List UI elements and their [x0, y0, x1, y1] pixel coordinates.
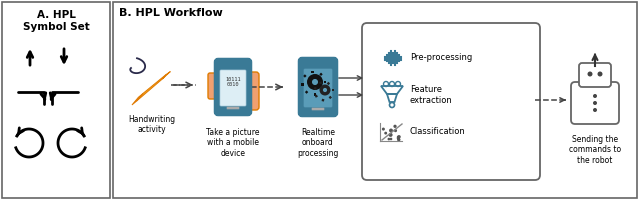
Bar — [314, 87, 317, 90]
Circle shape — [389, 129, 393, 132]
Bar — [324, 81, 326, 83]
Bar — [321, 99, 324, 102]
Circle shape — [397, 135, 400, 139]
Circle shape — [312, 79, 318, 85]
Text: Classification: Classification — [410, 128, 466, 136]
Polygon shape — [132, 93, 143, 105]
Circle shape — [384, 132, 387, 135]
Polygon shape — [136, 74, 166, 101]
Bar — [303, 74, 307, 78]
FancyBboxPatch shape — [220, 70, 246, 106]
Circle shape — [390, 138, 392, 140]
Circle shape — [323, 88, 327, 92]
Circle shape — [397, 138, 401, 141]
FancyBboxPatch shape — [571, 82, 619, 124]
Text: Feature
extraction: Feature extraction — [410, 85, 452, 105]
Circle shape — [397, 135, 401, 138]
FancyBboxPatch shape — [2, 2, 110, 198]
Text: Handwriting
activity: Handwriting activity — [129, 115, 175, 134]
Circle shape — [397, 137, 400, 140]
Text: Take a picture
with a mobile
device: Take a picture with a mobile device — [206, 128, 260, 158]
Circle shape — [598, 72, 602, 76]
Bar — [327, 82, 330, 85]
Polygon shape — [163, 72, 170, 79]
Bar — [328, 96, 332, 99]
Text: B. HPL Workflow: B. HPL Workflow — [119, 8, 223, 18]
FancyBboxPatch shape — [243, 72, 259, 110]
Bar — [314, 93, 316, 96]
Text: A. HPL
Symbol Set: A. HPL Symbol Set — [22, 10, 90, 32]
FancyBboxPatch shape — [312, 108, 324, 110]
Circle shape — [394, 129, 397, 132]
Circle shape — [593, 94, 597, 98]
Circle shape — [388, 133, 392, 137]
Text: Sending the
commands to
the robot: Sending the commands to the robot — [569, 135, 621, 165]
Text: Realtime
onboard
processing: Realtime onboard processing — [298, 128, 339, 158]
FancyBboxPatch shape — [215, 59, 251, 115]
FancyBboxPatch shape — [227, 64, 239, 68]
FancyBboxPatch shape — [362, 23, 540, 180]
FancyBboxPatch shape — [312, 64, 323, 68]
Circle shape — [387, 138, 390, 140]
Bar — [305, 90, 308, 94]
Text: Pre-processing: Pre-processing — [410, 53, 472, 62]
Circle shape — [307, 74, 323, 90]
Circle shape — [319, 84, 330, 96]
Text: 10111
0010: 10111 0010 — [225, 77, 241, 87]
Bar — [315, 95, 318, 98]
FancyBboxPatch shape — [208, 73, 220, 99]
FancyBboxPatch shape — [299, 58, 337, 116]
Bar — [332, 89, 334, 91]
FancyBboxPatch shape — [579, 63, 611, 87]
Bar — [312, 71, 314, 73]
Circle shape — [588, 72, 593, 76]
Bar — [319, 73, 323, 76]
Circle shape — [593, 101, 597, 105]
FancyBboxPatch shape — [227, 107, 239, 109]
Circle shape — [382, 128, 385, 131]
FancyBboxPatch shape — [113, 2, 637, 198]
Bar — [301, 83, 303, 86]
FancyBboxPatch shape — [304, 69, 332, 107]
Circle shape — [394, 125, 397, 128]
Bar — [319, 81, 322, 84]
Circle shape — [593, 108, 597, 112]
Bar — [321, 89, 324, 92]
